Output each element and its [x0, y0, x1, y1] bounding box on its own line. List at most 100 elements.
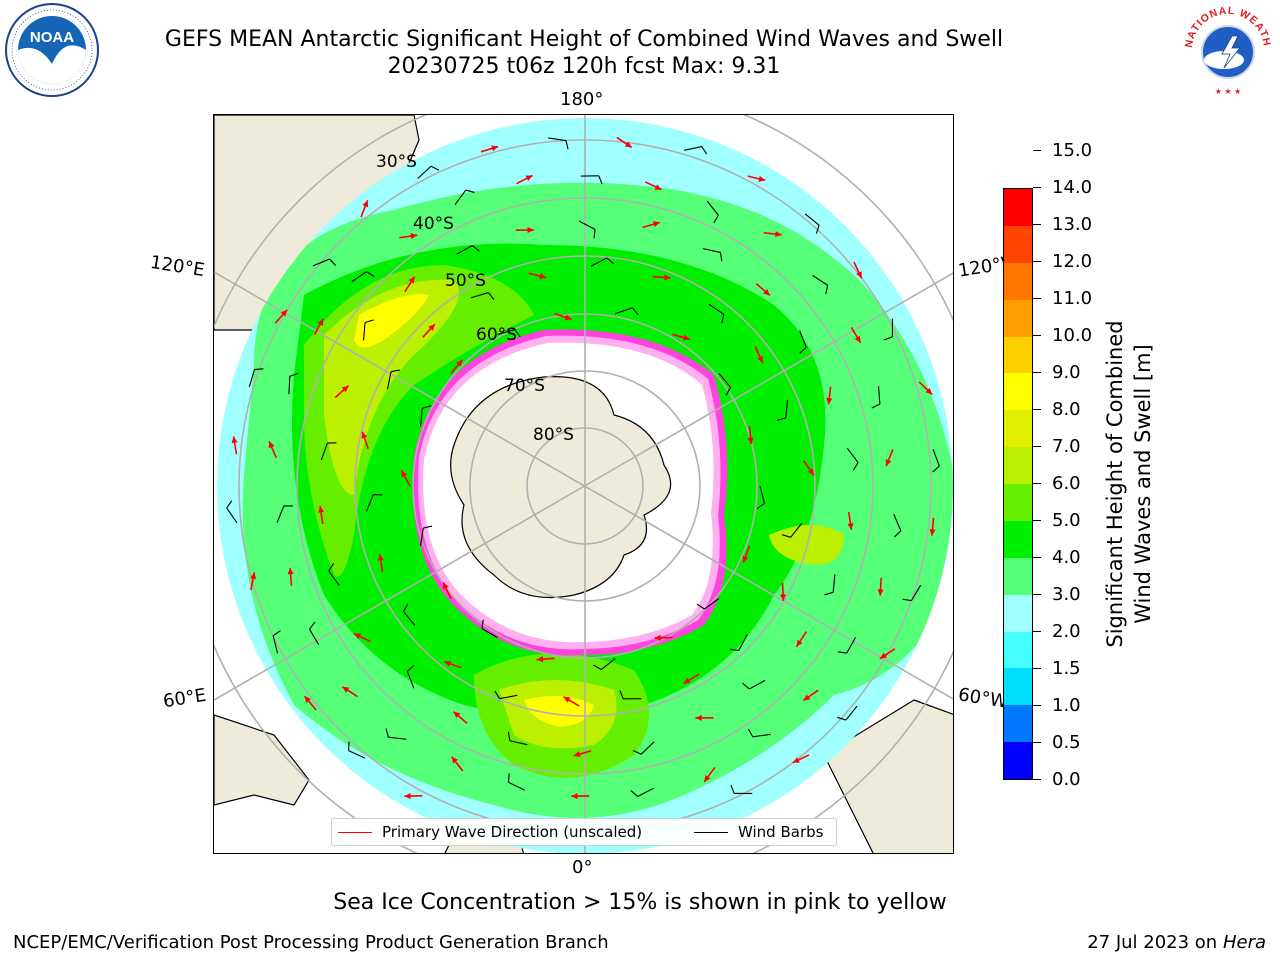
wave-arrow-head [451, 756, 458, 764]
wind-barb-feather [423, 525, 433, 529]
wind-barb-feather [756, 502, 765, 510]
wind-barbs [226, 137, 940, 798]
wave-arrow-head [856, 271, 862, 279]
wind-barb [600, 657, 616, 671]
wind-barb-feather [776, 417, 786, 421]
svg-text:★ ★ ★: ★ ★ ★ [1215, 87, 1242, 96]
wind-barb-feather [632, 749, 642, 755]
wind-barb [832, 574, 836, 593]
wind-barb [288, 376, 291, 395]
wave-arrow-head [775, 231, 782, 238]
wind-barb [615, 307, 633, 315]
wave-arrow-head [664, 274, 671, 281]
wave-arrow-head [885, 459, 892, 467]
footer-host: Hera [1222, 932, 1266, 953]
wind-barb-feather [514, 329, 521, 338]
colorbar-tick [1033, 224, 1041, 225]
wave-arrow-head [404, 793, 411, 800]
map-panel: 30°S 40°S 50°S 60°S 70°S 80°S [213, 114, 954, 854]
wave-arrow-head [377, 554, 384, 561]
wind-barb [804, 213, 820, 226]
wind-barb-feather [507, 731, 511, 741]
wave-arrow-head [408, 276, 415, 284]
lat-label-50s: 50°S [445, 271, 486, 291]
colorbar-tick [1033, 557, 1041, 558]
wind-barb [846, 637, 857, 654]
wave-arrow-head [854, 335, 861, 343]
wind-barb [785, 400, 789, 419]
colorbar-segment [1004, 447, 1032, 484]
wind-barb [388, 736, 407, 740]
wind-barb [790, 522, 803, 538]
colorbar-title: Significant Height of Combined Wind Wave… [1101, 224, 1157, 744]
wave-arrow-head [847, 523, 854, 530]
wave-arrow-head [792, 757, 800, 763]
lon-label-60w: 60°W [956, 684, 1010, 713]
wind-barb-feather [402, 603, 409, 612]
wave-arrow-head [539, 273, 547, 280]
wind-barb [640, 741, 655, 755]
wind-barb [320, 442, 328, 461]
wind-barb [812, 274, 828, 286]
wind-barb [684, 146, 702, 151]
wind-barb [845, 705, 858, 721]
wind-barb-feather [471, 245, 480, 252]
wind-barb-feather [815, 225, 820, 234]
wind-barb [348, 750, 366, 759]
wind-barb-feather [932, 465, 940, 473]
wave-arrow-head [682, 334, 690, 341]
nws-logo: NATIONAL WEATHER SERVICE ★ ★ ★ [1180, 2, 1274, 96]
colorbar-tick [1033, 594, 1041, 595]
colorbar-segment [1004, 373, 1032, 411]
wind-barb [456, 244, 473, 255]
lat-label-60s: 60°S [476, 325, 517, 345]
colorbar-segment [1004, 742, 1032, 779]
legend-label-wind-barbs: Wind Barbs [738, 823, 824, 841]
colorbar-tick [1033, 298, 1041, 299]
lat-label-80s: 80°S [533, 425, 574, 445]
wind-barb-feather [385, 728, 389, 738]
colorbar-tick-label: 0.5 [1052, 732, 1081, 753]
wind-barb-feather [719, 252, 723, 262]
colorbar-tick-label: 4.0 [1052, 547, 1081, 568]
wind-barb-feather [632, 307, 639, 316]
colorbar-segment [1004, 705, 1032, 743]
wave-arrow-head [877, 589, 884, 596]
wave-arrow-head [563, 696, 571, 703]
wave-arrow-head [268, 441, 275, 449]
map-legend: Primary Wave Direction (unscaled) Wind B… [331, 818, 837, 846]
wind-barb [759, 485, 765, 504]
wind-barb [749, 679, 766, 690]
wind-barb [406, 671, 415, 689]
wind-barb-feather [721, 314, 725, 324]
colorbar-tick-label: 2.0 [1052, 621, 1081, 642]
wind-barb [877, 386, 881, 405]
wind-barb-feather [465, 189, 475, 193]
colorbar-tick [1033, 483, 1041, 484]
colorbar-title-line2: Wind Waves and Swell [m] [1131, 344, 1155, 624]
wind-barb [417, 165, 432, 179]
lat-label-70s: 70°S [504, 376, 545, 396]
wind-barb-feather [883, 336, 893, 341]
wave-arrow-head [361, 431, 368, 439]
wave-arrow-head [929, 529, 936, 536]
colorbar-tick-label: 13.0 [1052, 214, 1093, 235]
noaa-logo: NOAA [5, 3, 99, 97]
wind-barb-feather [593, 664, 602, 671]
wave-arrow-head [695, 714, 702, 721]
wave-arrow-head [747, 437, 754, 445]
wave-arrow-head [280, 309, 288, 317]
graticule [214, 115, 953, 853]
wind-barb [420, 408, 423, 427]
wind-barb [499, 694, 518, 700]
colorbar-segment [1004, 557, 1032, 595]
wind-barb-feather [630, 790, 638, 797]
colorbar-tick [1033, 705, 1041, 706]
noaa-logo-text: NOAA [30, 29, 74, 46]
wave-arrow-head [925, 387, 933, 395]
wind-barb [272, 635, 279, 654]
colorbar-tick [1033, 446, 1041, 447]
wind-barb [702, 248, 721, 253]
colorbar-title-line1: Significant Height of Combined [1103, 320, 1127, 648]
footer-date: 27 Jul 2023 on Hera [1087, 932, 1266, 953]
